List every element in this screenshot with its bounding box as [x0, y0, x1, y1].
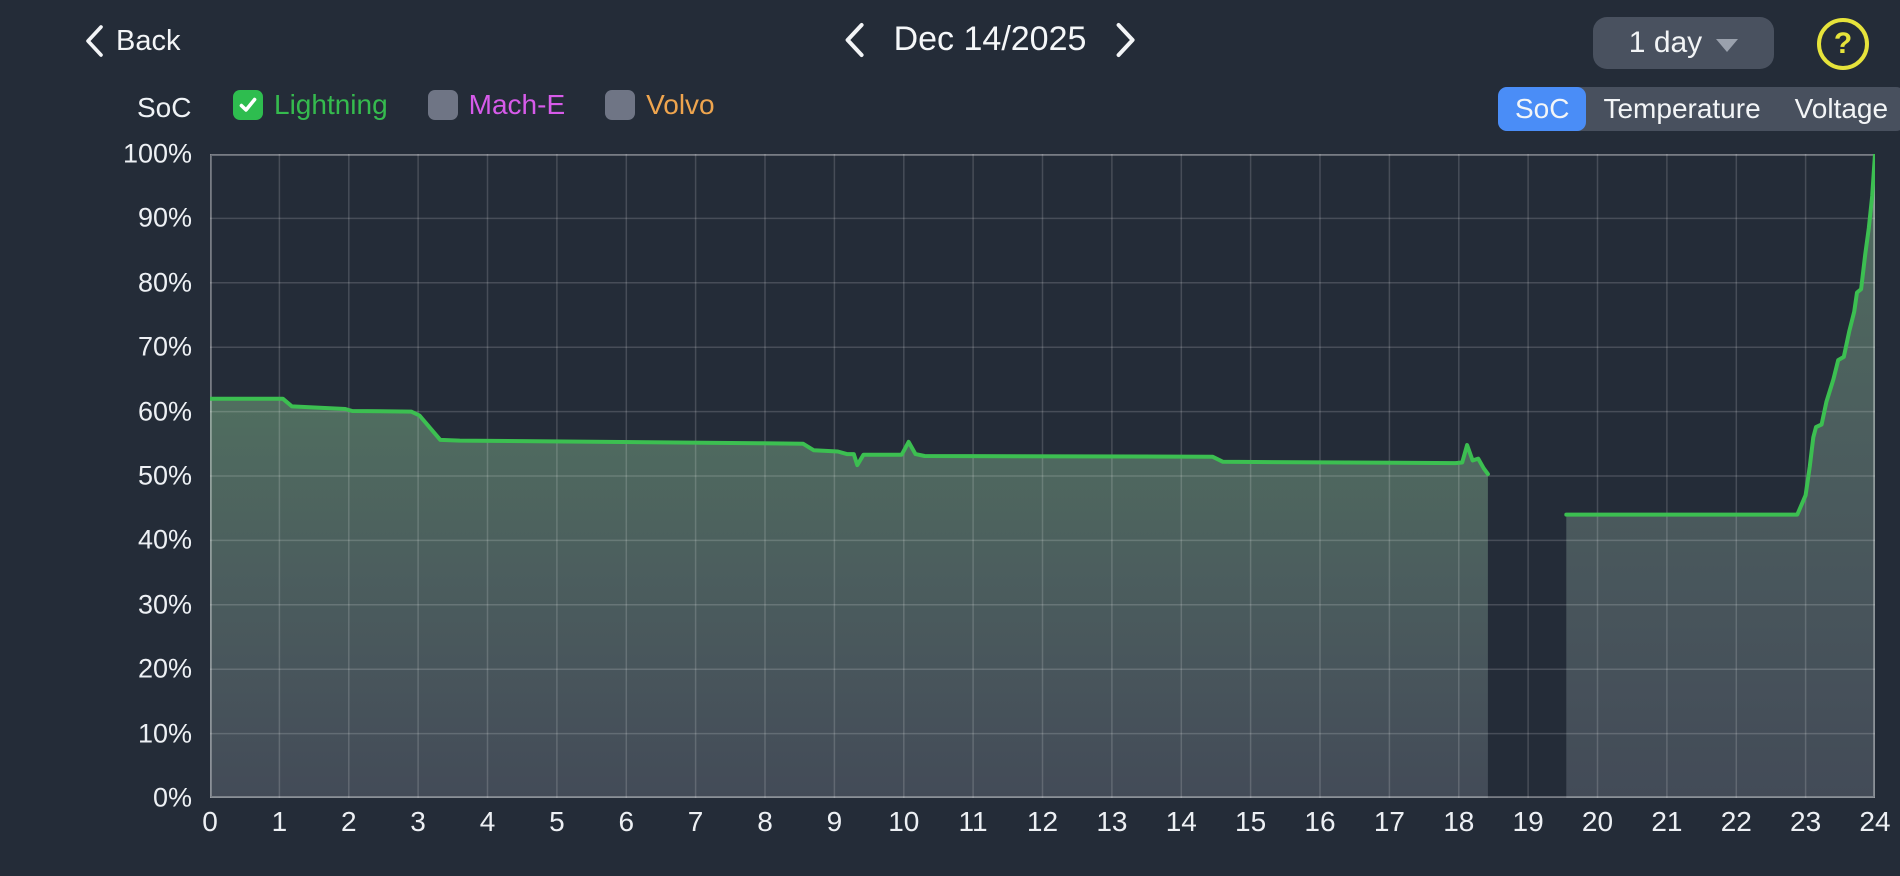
x-tick-20: 20: [1581, 806, 1614, 837]
x-tick-22: 22: [1720, 806, 1752, 837]
x-tick-4: 4: [479, 806, 496, 837]
x-tick-17: 17: [1373, 806, 1405, 837]
caret-down-icon: [1716, 38, 1739, 52]
y-tick-70%: 70%: [137, 331, 192, 362]
soc-area-fill: [1566, 154, 1875, 798]
legend-label: Volvo: [646, 89, 715, 120]
legend-item-volvo[interactable]: Volvo: [605, 89, 715, 121]
chevron-left-icon: [86, 25, 103, 57]
date-navigator: Dec 14/2025: [844, 20, 1137, 59]
date-title: Dec 14/2025: [893, 20, 1087, 58]
x-tick-19: 19: [1512, 806, 1544, 837]
x-tick-15: 15: [1235, 806, 1267, 837]
chevron-left-icon: [845, 22, 864, 57]
y-tick-20%: 20%: [137, 653, 192, 684]
y-tick-100%: 100%: [122, 138, 192, 169]
x-tick-16: 16: [1304, 806, 1336, 837]
y-tick-40%: 40%: [137, 524, 192, 555]
back-label: Back: [116, 24, 181, 57]
y-axis-title: SoC: [137, 92, 192, 123]
unchecked-checkbox-icon[interactable]: [605, 90, 636, 120]
range-label: 1 day: [1628, 26, 1703, 59]
next-day-button[interactable]: [1114, 21, 1136, 59]
x-tick-10: 10: [888, 806, 920, 837]
chevron-right-icon: [1116, 22, 1135, 57]
soc-line-lightning: [210, 396, 1490, 477]
x-tick-7: 7: [687, 806, 704, 837]
y-tick-80%: 80%: [137, 267, 192, 298]
x-tick-24: 24: [1859, 806, 1891, 837]
question-mark-icon: ?: [1833, 27, 1853, 60]
metric-tabs: SoC Temperature Voltage: [1498, 87, 1900, 131]
y-tick-10%: 10%: [137, 718, 192, 749]
x-tick-14: 14: [1165, 806, 1197, 837]
y-tick-30%: 30%: [137, 589, 192, 620]
legend: Lightning Mach-E Volvo: [233, 86, 715, 124]
x-tick-3: 3: [410, 806, 426, 837]
help-button[interactable]: ?: [1817, 18, 1869, 70]
y-tick-90%: 90%: [137, 202, 192, 233]
x-tick-9: 9: [826, 806, 843, 837]
x-tick-1: 1: [271, 806, 288, 837]
soc-chart[interactable]: [210, 154, 1875, 798]
tab-temperature[interactable]: Temperature: [1603, 93, 1761, 124]
x-tick-11: 11: [958, 806, 988, 837]
back-button[interactable]: Back: [85, 24, 180, 58]
x-tick-5: 5: [549, 806, 565, 837]
x-tick-0: 0: [202, 806, 218, 837]
x-tick-8: 8: [757, 806, 773, 837]
legend-label: Lightning: [274, 89, 388, 120]
soc-area-fill: [210, 398, 1488, 798]
x-tick-23: 23: [1790, 806, 1822, 837]
legend-item-mach-e[interactable]: Mach-E: [427, 89, 566, 121]
tab-soc[interactable]: SoC: [1498, 87, 1587, 131]
x-tick-18: 18: [1443, 806, 1475, 837]
checked-checkbox-icon[interactable]: [233, 90, 263, 120]
x-tick-12: 12: [1026, 806, 1059, 837]
unchecked-checkbox-icon[interactable]: [427, 90, 458, 120]
y-tick-0%: 0%: [152, 782, 192, 813]
range-selector[interactable]: 1 day: [1593, 17, 1774, 69]
x-tick-13: 13: [1096, 806, 1128, 837]
legend-label: Mach-E: [468, 89, 566, 120]
y-tick-60%: 60%: [137, 396, 192, 427]
tab-voltage[interactable]: Voltage: [1794, 93, 1889, 124]
x-tick-2: 2: [341, 806, 357, 837]
prev-day-button[interactable]: [844, 21, 866, 59]
x-tick-21: 21: [1651, 806, 1683, 837]
soc-line-lightning: [1564, 154, 1875, 517]
y-tick-50%: 50%: [137, 460, 192, 491]
x-tick-6: 6: [618, 806, 635, 837]
legend-item-lightning[interactable]: Lightning: [233, 89, 388, 121]
